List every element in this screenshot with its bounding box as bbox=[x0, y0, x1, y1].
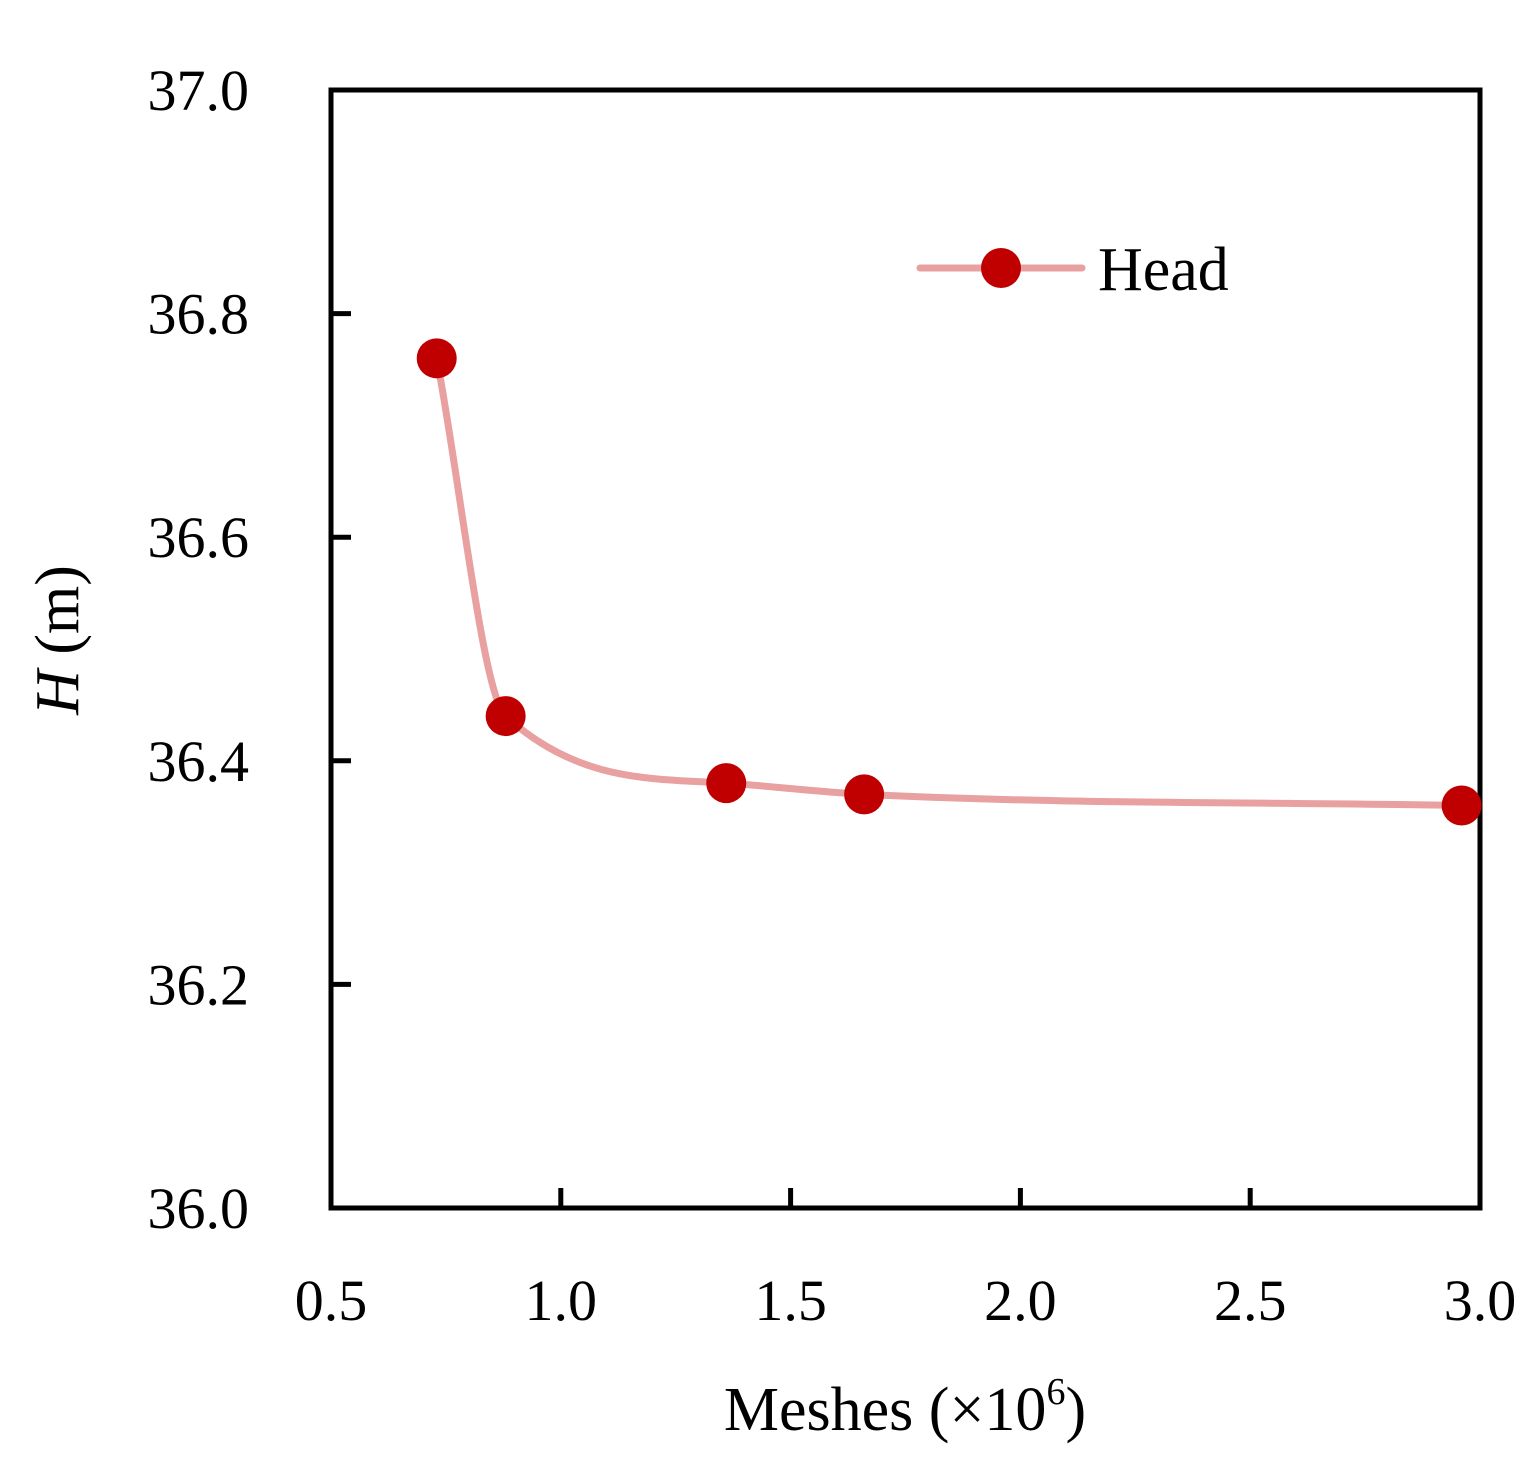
plot-frame bbox=[328, 87, 1483, 1211]
series-line-head bbox=[433, 354, 1466, 810]
x-axis-ticks: 0.5 1.0 1.5 2.0 2.5 3.0 bbox=[295, 1188, 1517, 1333]
y-axis-title-unit: (m) bbox=[24, 565, 92, 670]
y-tick-label: 36.4 bbox=[148, 729, 250, 794]
legend-label-head: Head bbox=[1098, 236, 1229, 304]
x-tick-label: 2.0 bbox=[984, 1268, 1057, 1333]
y-axis-ticks: 36.0 36.2 36.4 36.6 36.8 37.0 bbox=[148, 58, 351, 1241]
x-tick-label: 1.0 bbox=[525, 1268, 598, 1333]
data-point-marker bbox=[844, 774, 885, 815]
y-tick-label: 36.8 bbox=[148, 282, 250, 347]
x-tick-label: 1.5 bbox=[754, 1268, 827, 1333]
data-point-marker bbox=[706, 763, 747, 804]
legend: Head bbox=[916, 236, 1229, 304]
x-axis-title-close: ) bbox=[1065, 1376, 1086, 1444]
y-axis-title-var: H bbox=[24, 667, 92, 716]
series-markers-head bbox=[416, 338, 1482, 826]
y-tick-label: 36.0 bbox=[148, 1176, 250, 1241]
y-tick-label: 36.2 bbox=[148, 952, 250, 1017]
y-tick-label: 36.6 bbox=[148, 505, 250, 570]
y-tick-label: 37.0 bbox=[148, 58, 250, 123]
x-axis-title-multiplier: ×10 bbox=[949, 1376, 1046, 1444]
data-point-marker bbox=[1441, 785, 1482, 826]
data-point-marker bbox=[416, 338, 457, 379]
x-axis-title-main: Meshes ( bbox=[724, 1376, 950, 1444]
y-axis-title: H (m) bbox=[24, 565, 92, 716]
x-tick-label: 3.0 bbox=[1444, 1268, 1517, 1333]
x-tick-label: 2.5 bbox=[1214, 1268, 1287, 1333]
x-tick-label: 0.5 bbox=[295, 1268, 368, 1333]
data-point-marker bbox=[485, 696, 526, 737]
x-axis-title: Meshes (×106) bbox=[724, 1371, 1086, 1444]
legend-marker-sample bbox=[981, 248, 1021, 288]
x-axis-title-exponent: 6 bbox=[1046, 1371, 1065, 1413]
